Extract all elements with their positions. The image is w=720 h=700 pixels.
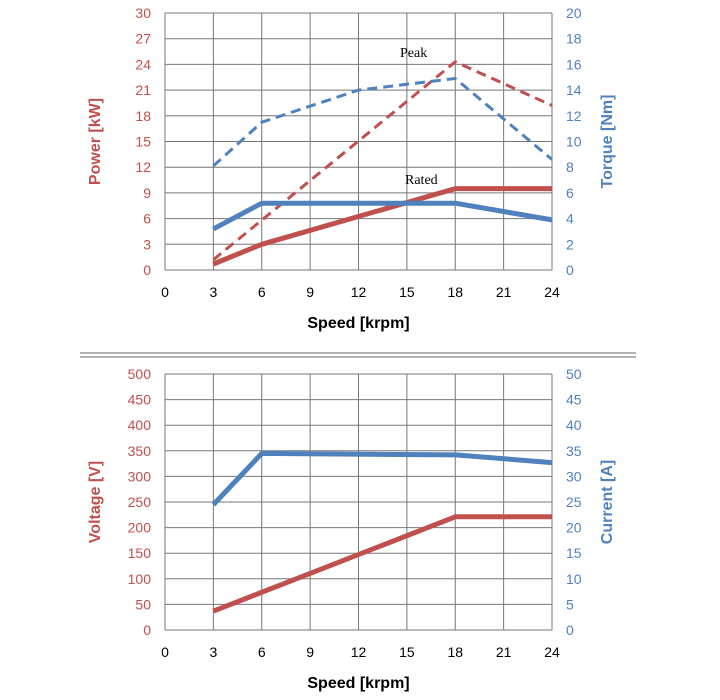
y-tick-label: 200 (128, 520, 152, 536)
y2-tick-label: 10 (566, 571, 582, 587)
y-tick-label: 350 (128, 443, 152, 459)
y2-tick-label: 50 (566, 366, 582, 382)
peak-right-series-line (212, 77, 553, 168)
x-tick-label: 24 (544, 284, 560, 300)
y-tick-label: 100 (128, 571, 152, 587)
y2-tick-label: 35 (566, 443, 582, 459)
x-axis-title: Speed [krpm] (307, 315, 409, 332)
y-tick-label: 6 (143, 211, 151, 227)
rated-left-series-line (212, 186, 552, 267)
x-tick-label: 15 (399, 644, 415, 660)
x-axis-title: Speed [krpm] (307, 675, 409, 692)
y2-tick-label: 45 (566, 392, 582, 408)
x-tick-label: 3 (209, 284, 217, 300)
y-tick-label: 0 (143, 262, 151, 278)
y2-tick-label: 20 (566, 520, 582, 536)
y2-tick-label: 0 (566, 622, 574, 638)
peak-left-series-line (212, 60, 553, 261)
x-tick-label: 9 (306, 644, 314, 660)
y2-tick-label: 6 (566, 185, 574, 201)
x-tick-label: 21 (496, 644, 512, 660)
y2-tick-label: 25 (566, 494, 582, 510)
x-tick-label: 18 (447, 284, 463, 300)
y-tick-label: 500 (128, 366, 152, 382)
y-tick-label: 27 (135, 31, 151, 47)
x-tick-label: 24 (544, 644, 560, 660)
y-tick-label: 50 (135, 596, 151, 612)
x-tick-label: 15 (399, 284, 415, 300)
y-tick-label: 12 (135, 159, 151, 175)
y2-tick-label: 14 (566, 82, 582, 98)
y2-tick-label: 0 (566, 262, 574, 278)
annotation-label: Peak (400, 46, 427, 61)
y2-tick-label: 40 (566, 417, 582, 433)
y2-tick-label: 20 (566, 5, 582, 21)
y2-tick-label: 4 (566, 211, 574, 227)
y2-tick-label: 12 (566, 108, 582, 124)
y2-tick-label: 30 (566, 468, 582, 484)
y2-tick-label: 10 (566, 134, 582, 150)
rated-left-series-line (212, 514, 552, 614)
y-tick-label: 400 (128, 417, 152, 433)
rated-right-series-line (212, 200, 553, 232)
x-tick-label: 21 (496, 284, 512, 300)
y-axis-title: Power [kW] (87, 98, 104, 185)
x-tick-label: 6 (258, 644, 266, 660)
annotation-label: Rated (405, 173, 438, 188)
y-tick-label: 9 (143, 185, 151, 201)
y-tick-label: 30 (135, 5, 151, 21)
x-tick-label: 0 (161, 284, 169, 300)
y2-axis-title: Current [A] (599, 460, 616, 544)
y-tick-label: 0 (143, 622, 151, 638)
y2-tick-label: 5 (566, 596, 574, 612)
y-tick-label: 18 (135, 108, 151, 124)
y-tick-label: 150 (128, 545, 152, 561)
voltage-current-chart: 0501001502002503003504004505000510152025… (87, 366, 616, 692)
x-tick-label: 9 (306, 284, 314, 300)
x-tick-label: 6 (258, 284, 266, 300)
y-tick-label: 300 (128, 468, 152, 484)
y2-tick-label: 16 (566, 56, 582, 72)
y-tick-label: 24 (135, 56, 151, 72)
y-tick-label: 21 (135, 82, 151, 98)
y2-axis-title: Torque [Nm] (599, 95, 616, 189)
x-tick-label: 18 (447, 644, 463, 660)
x-tick-label: 0 (161, 644, 169, 660)
y-tick-label: 3 (143, 236, 151, 252)
y2-tick-label: 2 (566, 236, 574, 252)
rated-right-series-line (211, 450, 553, 507)
y2-tick-label: 15 (566, 545, 582, 561)
x-tick-label: 12 (351, 284, 367, 300)
y-tick-label: 250 (128, 494, 152, 510)
x-tick-label: 12 (351, 644, 367, 660)
y-tick-label: 15 (135, 134, 151, 150)
y2-tick-label: 18 (566, 31, 582, 47)
y-tick-label: 450 (128, 392, 152, 408)
x-tick-label: 3 (209, 644, 217, 660)
y2-tick-label: 8 (566, 159, 574, 175)
y-axis-title: Voltage [V] (87, 461, 104, 543)
